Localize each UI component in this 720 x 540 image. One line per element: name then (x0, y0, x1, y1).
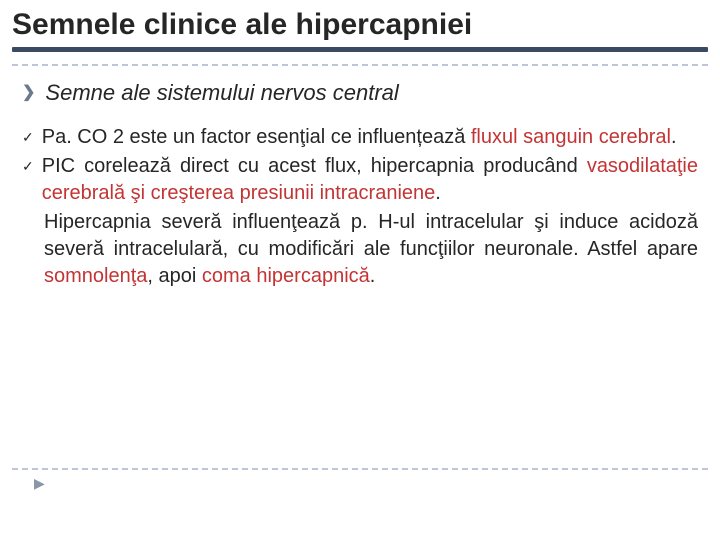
highlight-text: coma hipercapnică (202, 265, 370, 287)
highlight-text: fluxul sanguin cerebral (471, 126, 671, 148)
slide-title: Semnele clinice ale hipercapniei (12, 8, 708, 41)
text-segment: Hipercapnia severă influenţează p. H-ul … (44, 211, 698, 260)
check-icon: ✓ (22, 153, 34, 180)
text-segment: , apoi (147, 265, 201, 287)
list-item-text: Pa. CO 2 este un factor esenţial ce infl… (42, 124, 677, 151)
slide-body: ❯ Semne ale sistemului nervos central ✓ … (0, 66, 720, 290)
title-underline (12, 47, 708, 52)
arrow-bullet-icon: ❯ (22, 80, 35, 106)
slide: Semnele clinice ale hipercapniei ❯ Semne… (0, 0, 720, 540)
highlight-text: somnolenţa (44, 265, 147, 287)
text-segment: . (370, 265, 376, 287)
title-region: Semnele clinice ale hipercapniei (0, 0, 720, 58)
check-icon: ✓ (22, 124, 34, 151)
text-segment: PIC corelează direct cu acest flux, hipe… (42, 155, 587, 177)
subheading: Semne ale sistemului nervos central (45, 80, 398, 106)
text-segment: . (671, 126, 677, 148)
continuation-paragraph: Hipercapnia severă influenţează p. H-ul … (22, 209, 698, 290)
subheading-row: ❯ Semne ale sistemului nervos central (22, 80, 698, 106)
footer-dashed-separator (12, 468, 708, 470)
footer-arrow-icon: ▶ (34, 475, 45, 492)
list-item: ✓ Pa. CO 2 este un factor esenţial ce in… (22, 124, 698, 151)
text-segment: . (435, 182, 441, 204)
text-segment: Pa. CO 2 este un factor esenţial ce infl… (42, 126, 471, 148)
list-item-text: PIC corelează direct cu acest flux, hipe… (42, 153, 698, 207)
list-item: ✓ PIC corelează direct cu acest flux, hi… (22, 153, 698, 207)
